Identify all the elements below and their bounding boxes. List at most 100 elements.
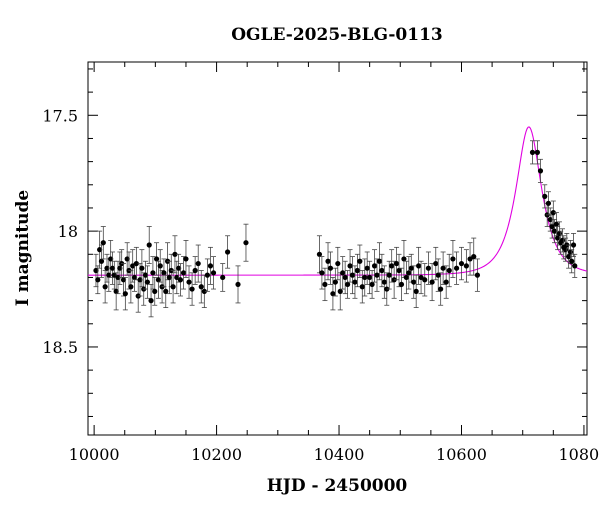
x-tick-label: 10000 (69, 445, 120, 464)
point-marker (177, 277, 184, 283)
data-point (144, 265, 150, 299)
data-point (157, 249, 163, 283)
point-marker (113, 288, 119, 294)
point-marker (553, 221, 559, 227)
point-marker (327, 265, 334, 271)
point-marker (148, 298, 154, 304)
point-marker (183, 256, 189, 262)
point-marker (463, 263, 469, 269)
data-point (425, 251, 432, 285)
data-point (148, 284, 154, 318)
data-point (95, 265, 101, 295)
point-marker (534, 149, 541, 155)
point-marker (335, 260, 341, 267)
point-marker (224, 249, 231, 255)
point-marker (117, 265, 123, 271)
data-point (474, 258, 481, 292)
point-marker (332, 279, 338, 285)
data-point (180, 256, 187, 290)
x-tick-label: 10800 (558, 445, 600, 464)
point-marker (529, 149, 536, 155)
point-marker (364, 265, 370, 271)
point-marker (104, 265, 110, 271)
point-marker (93, 267, 99, 274)
data-point (224, 235, 231, 269)
y-tick-label: 18 (58, 222, 78, 241)
data-point (210, 256, 217, 290)
point-marker (435, 272, 441, 278)
point-marker (406, 270, 412, 276)
point-marker (144, 279, 150, 285)
data-point (325, 242, 331, 281)
point-marker (95, 277, 101, 283)
point-marker (155, 277, 162, 283)
point-marker (319, 270, 325, 276)
point-marker (120, 277, 127, 283)
point-marker (389, 263, 395, 269)
point-marker (189, 286, 195, 292)
data-point (192, 256, 198, 285)
data-point (364, 251, 370, 285)
data-point (347, 249, 353, 283)
data-point (537, 158, 544, 183)
data-point (403, 260, 409, 295)
data-point (374, 258, 380, 292)
data-point (401, 239, 407, 278)
data-point (128, 270, 134, 304)
point-marker (122, 291, 128, 297)
point-marker (354, 267, 360, 274)
data-point (542, 184, 548, 209)
point-marker (166, 274, 173, 281)
data-point (471, 237, 477, 276)
point-marker (342, 274, 348, 281)
point-marker (425, 265, 432, 271)
point-marker (340, 270, 346, 276)
point-marker (403, 274, 409, 281)
point-marker (192, 267, 198, 274)
point-marker (186, 279, 192, 285)
data-point (327, 251, 334, 285)
data-point (195, 244, 201, 283)
point-marker (471, 254, 477, 260)
point-marker (243, 240, 249, 246)
data-point (362, 258, 368, 297)
point-marker (163, 288, 169, 294)
point-marker (108, 256, 114, 262)
point-marker (204, 272, 210, 278)
point-marker (550, 209, 556, 216)
data-point (440, 251, 446, 285)
point-marker (170, 284, 176, 290)
point-marker (152, 288, 158, 294)
point-marker (570, 242, 577, 248)
point-marker (131, 274, 138, 281)
point-marker (440, 265, 446, 271)
point-marker (545, 200, 552, 206)
data-point (529, 140, 536, 165)
point-marker (396, 267, 402, 274)
data-point (139, 249, 145, 288)
data-point (332, 267, 338, 297)
point-marker (207, 263, 214, 269)
data-point (438, 272, 444, 306)
data-point (458, 246, 465, 281)
data-point (547, 207, 553, 232)
data-point (443, 265, 449, 299)
data-point (376, 242, 383, 281)
point-marker (195, 260, 201, 267)
point-marker (157, 263, 163, 269)
point-marker (374, 272, 380, 278)
point-marker (422, 277, 428, 283)
data-point (342, 260, 348, 295)
point-marker (97, 247, 103, 253)
point-marker (201, 288, 207, 294)
data-point (371, 249, 378, 283)
point-marker (369, 281, 375, 288)
data-point (406, 256, 412, 290)
data-point (357, 244, 363, 278)
point-marker (542, 193, 548, 199)
data-point (416, 246, 422, 285)
point-marker (438, 286, 444, 292)
x-tick-label: 10600 (436, 445, 487, 464)
point-marker (349, 272, 356, 278)
